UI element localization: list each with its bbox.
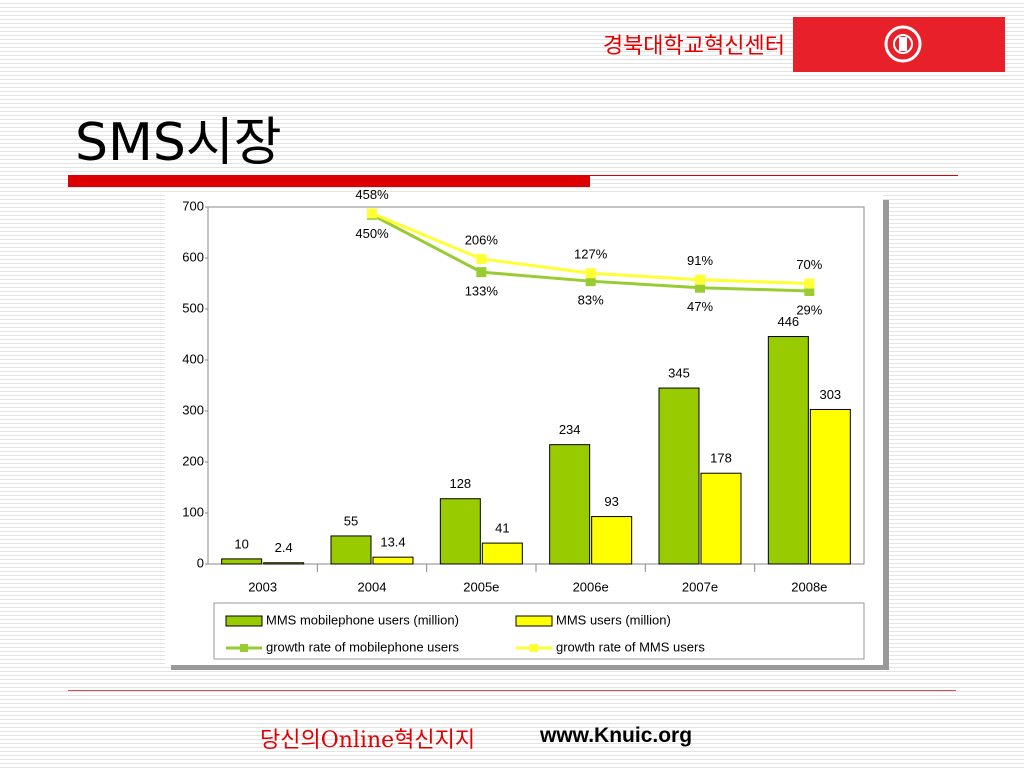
legend-box xyxy=(213,602,865,660)
line-value-label: 47% xyxy=(687,299,713,314)
slide-title: SMS시장 xyxy=(75,113,282,173)
line-marker xyxy=(585,276,596,287)
line-value-label: 133% xyxy=(465,284,499,299)
bar-value-label: 345 xyxy=(668,365,690,380)
bar xyxy=(658,387,700,565)
x-tick-label: 2007e xyxy=(682,579,718,594)
y-tick-label: 500 xyxy=(182,300,204,315)
line-value-label: 206% xyxy=(465,232,499,247)
y-tick-label: 0 xyxy=(197,555,204,570)
bar xyxy=(809,408,851,565)
plot-area xyxy=(207,206,865,565)
bar-value-label: 2.4 xyxy=(275,540,293,555)
legend-label: growth rate of MMS users xyxy=(556,639,705,654)
x-tick-label: 2004 xyxy=(358,579,387,594)
bar-value-label: 93 xyxy=(604,494,618,509)
bar xyxy=(221,558,263,565)
line-marker xyxy=(804,285,815,296)
bar-value-label: 10 xyxy=(234,536,248,551)
legend-label: MMS mobilephone users (million) xyxy=(266,612,459,627)
bar-value-label: 55 xyxy=(344,513,358,528)
y-tick-label: 700 xyxy=(182,198,204,213)
bar xyxy=(767,336,809,565)
bar xyxy=(330,535,372,565)
line-marker xyxy=(367,208,377,219)
bar xyxy=(439,498,481,565)
bar-value-label: 13.4 xyxy=(380,535,405,550)
y-tick-label: 200 xyxy=(182,453,204,468)
footer-slogan: 당신의Online혁신지지 xyxy=(260,728,476,753)
y-tick-label: 400 xyxy=(182,351,204,366)
logo-emblem xyxy=(884,25,922,63)
footer-url: www.Knuic.org xyxy=(540,724,693,747)
line-marker xyxy=(695,274,705,285)
bar-value-label: 446 xyxy=(777,314,799,329)
logo xyxy=(793,17,1005,72)
y-tick-label: 100 xyxy=(182,504,204,519)
y-tick-label: 300 xyxy=(182,402,204,417)
footer-rule xyxy=(68,690,956,691)
line-marker xyxy=(476,253,487,264)
title-rule-thin xyxy=(590,175,958,176)
legend-swatch xyxy=(225,615,263,627)
legend-marker xyxy=(240,644,248,652)
line-value-label: 70% xyxy=(796,257,822,272)
line-value-label: 458% xyxy=(355,187,389,202)
legend-label: MMS users (million) xyxy=(556,612,671,627)
x-tick-label: 2005e xyxy=(463,579,499,594)
line-marker xyxy=(585,268,596,279)
bar xyxy=(263,562,305,565)
legend-swatch xyxy=(515,615,553,627)
bar-value-label: 128 xyxy=(449,476,471,491)
x-tick-label: 2008e xyxy=(791,579,827,594)
legend-marker xyxy=(530,644,538,652)
bar-value-label: 178 xyxy=(710,451,732,466)
line-value-label: 127% xyxy=(574,247,608,262)
line-value-label: 83% xyxy=(578,293,604,308)
x-tick-label: 2003 xyxy=(248,579,277,594)
org-name: 경북대학교혁신센터 xyxy=(602,34,785,59)
bar-value-label: 234 xyxy=(559,422,581,437)
bar-value-label: 41 xyxy=(495,521,509,536)
bar-value-label: 303 xyxy=(819,387,841,402)
bar xyxy=(481,542,523,565)
line-value-label: 91% xyxy=(687,253,713,268)
x-tick-label: 2006e xyxy=(573,579,609,594)
title-rule xyxy=(68,175,590,187)
line-marker xyxy=(804,278,815,289)
line-value-label: 450% xyxy=(355,226,389,241)
y-tick-label: 600 xyxy=(182,249,204,264)
line-value-label: 29% xyxy=(796,302,822,317)
bar xyxy=(549,444,591,565)
line-marker xyxy=(476,267,487,278)
bar xyxy=(591,516,633,565)
line-marker xyxy=(695,282,705,293)
bar xyxy=(372,556,414,565)
legend-label: growth rate of mobilephone users xyxy=(266,639,459,654)
bar xyxy=(700,472,742,565)
